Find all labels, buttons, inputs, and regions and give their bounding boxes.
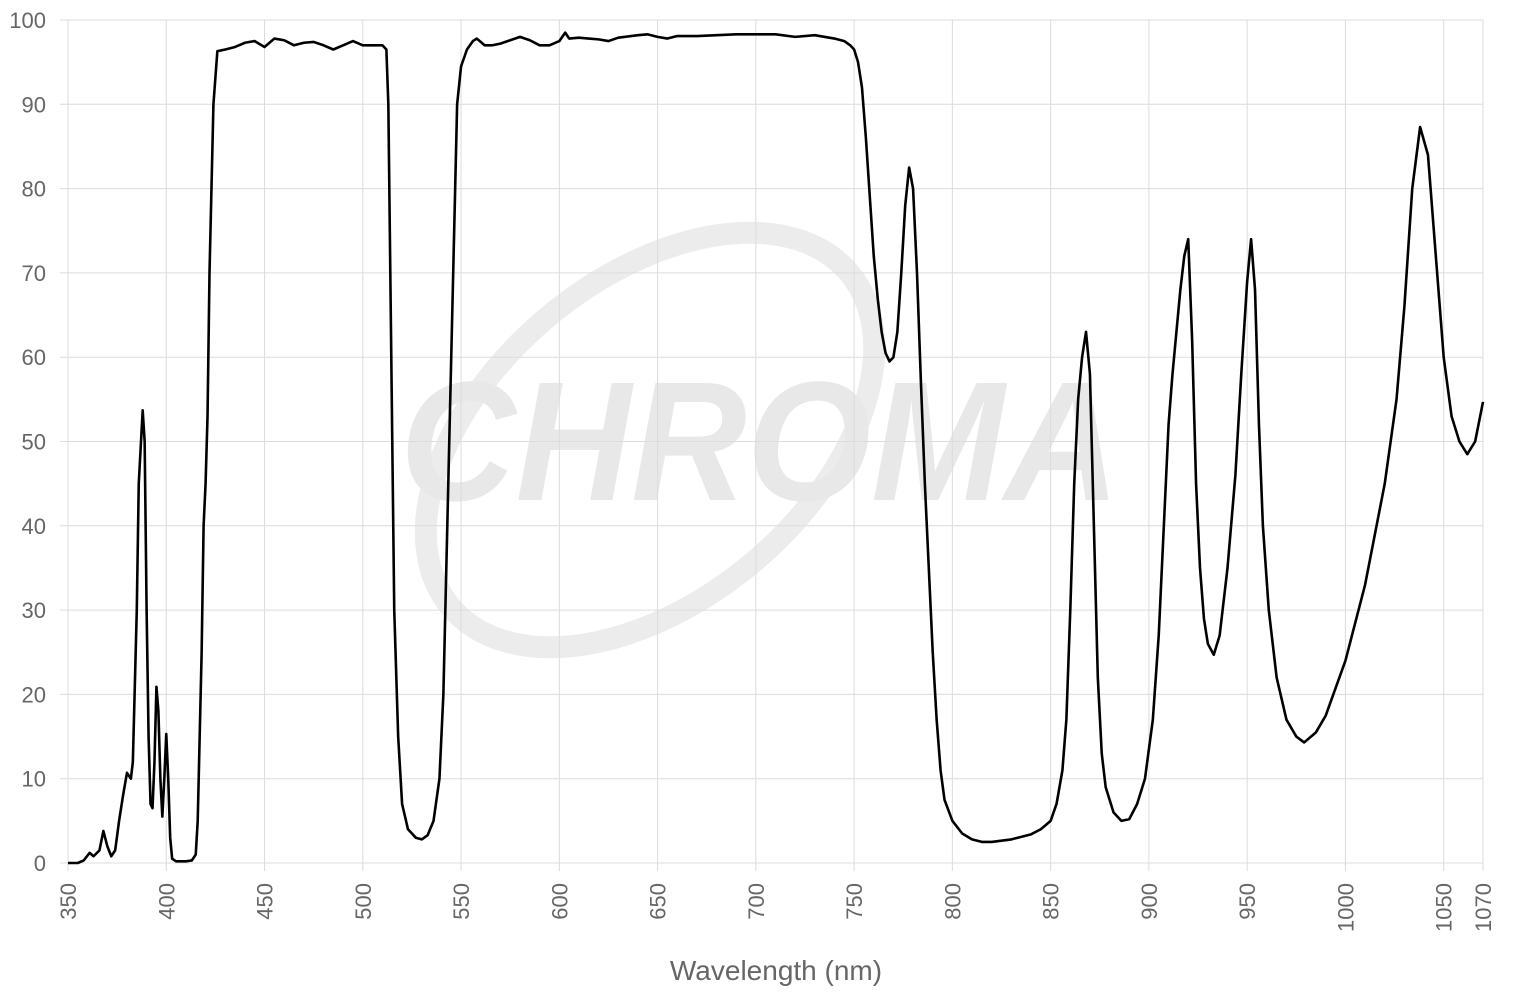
- x-tick-label: 850: [1039, 883, 1064, 920]
- watermark-logo: CHROMA: [400, 221, 1120, 659]
- y-tick-label: 50: [22, 430, 46, 455]
- x-tick-label: 350: [56, 883, 81, 920]
- x-tick-label: 600: [547, 883, 572, 920]
- x-tick-label: 1050: [1432, 883, 1457, 932]
- x-tick-label: 650: [646, 883, 671, 920]
- x-tick-label: 550: [449, 883, 474, 920]
- x-tick-label: 700: [744, 883, 769, 920]
- x-tick-label: 800: [940, 883, 965, 920]
- y-tick-label: 10: [22, 767, 46, 792]
- x-tick-label: 750: [842, 883, 867, 920]
- x-tick-label: 400: [154, 883, 179, 920]
- y-tick-label: 90: [22, 92, 46, 117]
- y-tick-label: 40: [22, 514, 46, 539]
- x-tick-label: 900: [1137, 883, 1162, 920]
- x-tick-label: 450: [253, 883, 278, 920]
- x-tick-label: 950: [1235, 883, 1260, 920]
- y-tick-label: 0: [34, 851, 46, 876]
- x-tick-label: 1070: [1471, 883, 1496, 932]
- y-tick-label: 80: [22, 177, 46, 202]
- x-tick-label: 500: [351, 883, 376, 920]
- spectrum-line: [68, 31, 1485, 865]
- x-tick-label: 1000: [1333, 883, 1358, 932]
- y-tick-label: 30: [22, 598, 46, 623]
- x-axis-title: Wavelength (nm): [670, 955, 882, 986]
- y-tick-label: 100: [9, 8, 46, 33]
- y-tick-label: 20: [22, 682, 46, 707]
- y-tick-label: 70: [22, 261, 46, 286]
- y-tick-label: 60: [22, 345, 46, 370]
